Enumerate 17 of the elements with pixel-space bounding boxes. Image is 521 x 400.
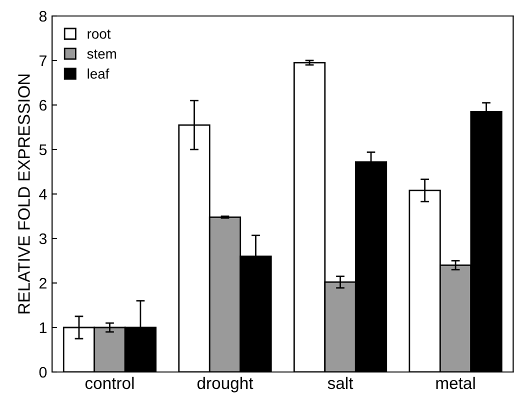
y-axis-title: RELATIVE FOLD EXPRESSION: [18, 74, 30, 314]
y-tick-label: 5: [39, 144, 47, 156]
x-tick-label: control: [85, 376, 134, 390]
legend-label: root: [88, 30, 111, 39]
legend-label: stem: [87, 50, 116, 59]
y-tick-label: 8: [39, 10, 47, 22]
x-tick-label: drought: [197, 376, 254, 392]
x-tick-label: metal: [436, 376, 475, 390]
y-tick-label: 7: [40, 56, 46, 66]
y-tick-label: 6: [40, 100, 47, 111]
y-tick-label: 4: [39, 189, 47, 200]
y-tick-label: 2: [40, 278, 46, 289]
y-tick-label: 0: [39, 366, 47, 378]
x-tick-label: salt: [328, 376, 354, 390]
legend-label: leaf: [88, 68, 110, 79]
y-tick-label: 3: [39, 233, 47, 244]
y-tick-label: 1: [40, 322, 46, 334]
